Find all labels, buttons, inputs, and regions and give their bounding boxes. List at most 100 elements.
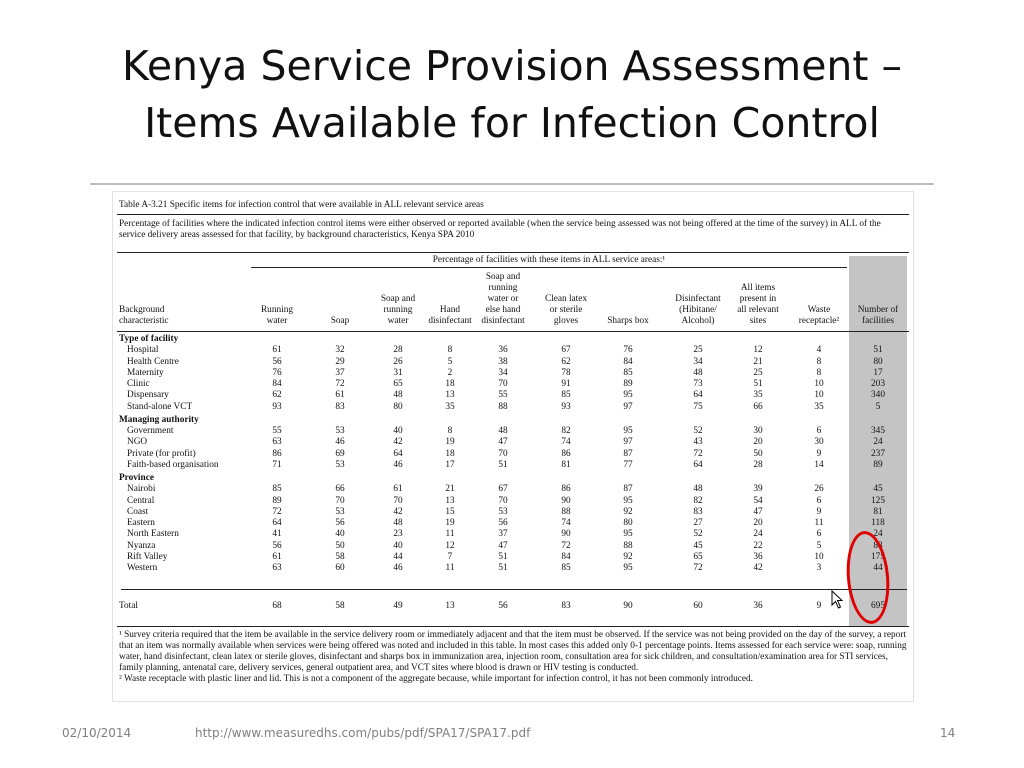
table-cell: 67 <box>561 345 571 356</box>
table-cell: 66 <box>753 401 763 412</box>
row-label: North Eastern <box>127 529 179 540</box>
table-cell: 81 <box>561 459 571 470</box>
table-cell: 80 <box>623 518 633 528</box>
table-cell: 78 <box>561 367 571 378</box>
table-cell: 34 <box>693 356 703 367</box>
table-cell: 20 <box>753 437 763 448</box>
table-cell: 2 <box>447 367 453 378</box>
table-cell: 9 <box>816 448 822 459</box>
table-cell: 5 <box>875 401 881 412</box>
table-cell: 50 <box>753 448 763 459</box>
table-image: Table A-3.21 Specific items for infectio… <box>112 191 914 702</box>
table-cell: 56 <box>272 540 282 551</box>
footnotes: ¹ Survey criteria required that the item… <box>119 630 909 685</box>
column-header: Sharps box <box>607 316 649 326</box>
table-cell: 61 <box>272 551 282 562</box>
column-header: Clean latex or sterile gloves <box>544 294 588 326</box>
table-cell: 83 <box>873 540 883 551</box>
table-cell: 9 <box>816 506 822 517</box>
table-cell: 66 <box>335 484 345 495</box>
row-label: Central <box>127 495 155 506</box>
column-header: Waste receptacle² <box>798 305 840 326</box>
table-cell: 84 <box>623 356 633 367</box>
table-cell: 95 <box>623 495 633 506</box>
table-cell: 87 <box>623 484 633 495</box>
table-cell: 92 <box>623 551 633 562</box>
table-cell: 11 <box>445 529 455 540</box>
table-cell: 35 <box>445 401 455 412</box>
table-cell: 89 <box>873 459 883 470</box>
table-cell: 26 <box>393 356 403 367</box>
total-label: Total <box>119 601 138 611</box>
table-cell: 44 <box>873 563 883 573</box>
caption-rule <box>117 214 909 215</box>
table-cell: 48 <box>693 367 703 378</box>
footnote-rule <box>117 626 909 627</box>
table-cell: 10 <box>814 551 824 562</box>
table-cell: 85 <box>561 563 571 573</box>
table-cell: 70 <box>335 495 345 506</box>
table-cell: 6 <box>816 529 822 540</box>
table-cell: 3 <box>816 563 822 573</box>
table-cell: 23 <box>393 529 403 540</box>
table-cell: 95 <box>623 426 633 436</box>
table-cell: 48 <box>693 484 703 495</box>
table-cell: 34 <box>498 367 508 378</box>
table-cell: 38 <box>498 356 508 367</box>
table-cell: 10 <box>814 390 824 401</box>
table-cell: 47 <box>753 506 763 517</box>
table-cell: 69 <box>335 448 345 459</box>
table-cell: 86 <box>561 484 571 495</box>
table-cell: 85 <box>272 484 282 495</box>
table-cell: 24 <box>873 529 883 540</box>
column-header: Soap and running water or else hand disi… <box>481 272 525 326</box>
table-cell: 63 <box>272 563 282 573</box>
table-cell: 36 <box>498 345 508 356</box>
row-label: Maternity <box>127 367 164 378</box>
table-cell: 21 <box>753 356 763 367</box>
description-rule <box>117 252 909 253</box>
table-cell: 74 <box>561 437 571 448</box>
table-cell: 74 <box>561 518 571 528</box>
table-cell: 20 <box>753 518 763 528</box>
table-cell: 19 <box>445 518 455 528</box>
table-cell: 42 <box>753 563 763 573</box>
table-cell: 83 <box>335 401 345 412</box>
table-cell: 29 <box>335 356 345 367</box>
table-cell: 56 <box>498 518 508 528</box>
table-cell: 97 <box>623 437 633 448</box>
section-title: Province <box>119 473 154 483</box>
table-cell: 41 <box>272 529 282 540</box>
table-cell: 88 <box>561 506 571 517</box>
row-label: Coast <box>127 506 149 517</box>
table-cell: 19 <box>445 437 455 448</box>
table-cell: 88 <box>498 401 508 412</box>
column-header: Soap <box>330 316 350 326</box>
column-header: Disinfectant (Hibitane/ Alcohol) <box>675 294 721 326</box>
row-label: Nyanza <box>127 540 156 551</box>
table-cell: 64 <box>693 459 703 470</box>
table-cell: 42 <box>393 437 403 448</box>
table-cell: 64 <box>272 518 282 528</box>
table-cell: 118 <box>871 518 885 528</box>
total-cell: 49 <box>393 601 403 611</box>
table-cell: 50 <box>335 540 345 551</box>
table-cell: 71 <box>272 459 282 470</box>
table-cell: 65 <box>393 379 403 389</box>
table-cell: 61 <box>393 484 403 495</box>
table-cell: 53 <box>335 506 345 517</box>
table-cell: 51 <box>498 563 508 573</box>
table-cell: 25 <box>693 345 703 356</box>
table-cell: 87 <box>623 448 633 459</box>
table-cell: 36 <box>753 551 763 562</box>
row-label: Stand-alone VCT <box>127 401 193 412</box>
total-cell: 36 <box>753 601 763 611</box>
table-cell: 13 <box>445 390 455 401</box>
slide-title: Kenya Service Provision Assessment – Ite… <box>0 38 1024 152</box>
table-cell: 70 <box>498 448 508 459</box>
column-group-rule <box>251 267 847 268</box>
table-cell: 13 <box>445 495 455 506</box>
table-cell: 85 <box>623 367 633 378</box>
table-cell: 27 <box>693 518 703 528</box>
footnote-1: ¹ Survey criteria required that the item… <box>119 630 907 673</box>
